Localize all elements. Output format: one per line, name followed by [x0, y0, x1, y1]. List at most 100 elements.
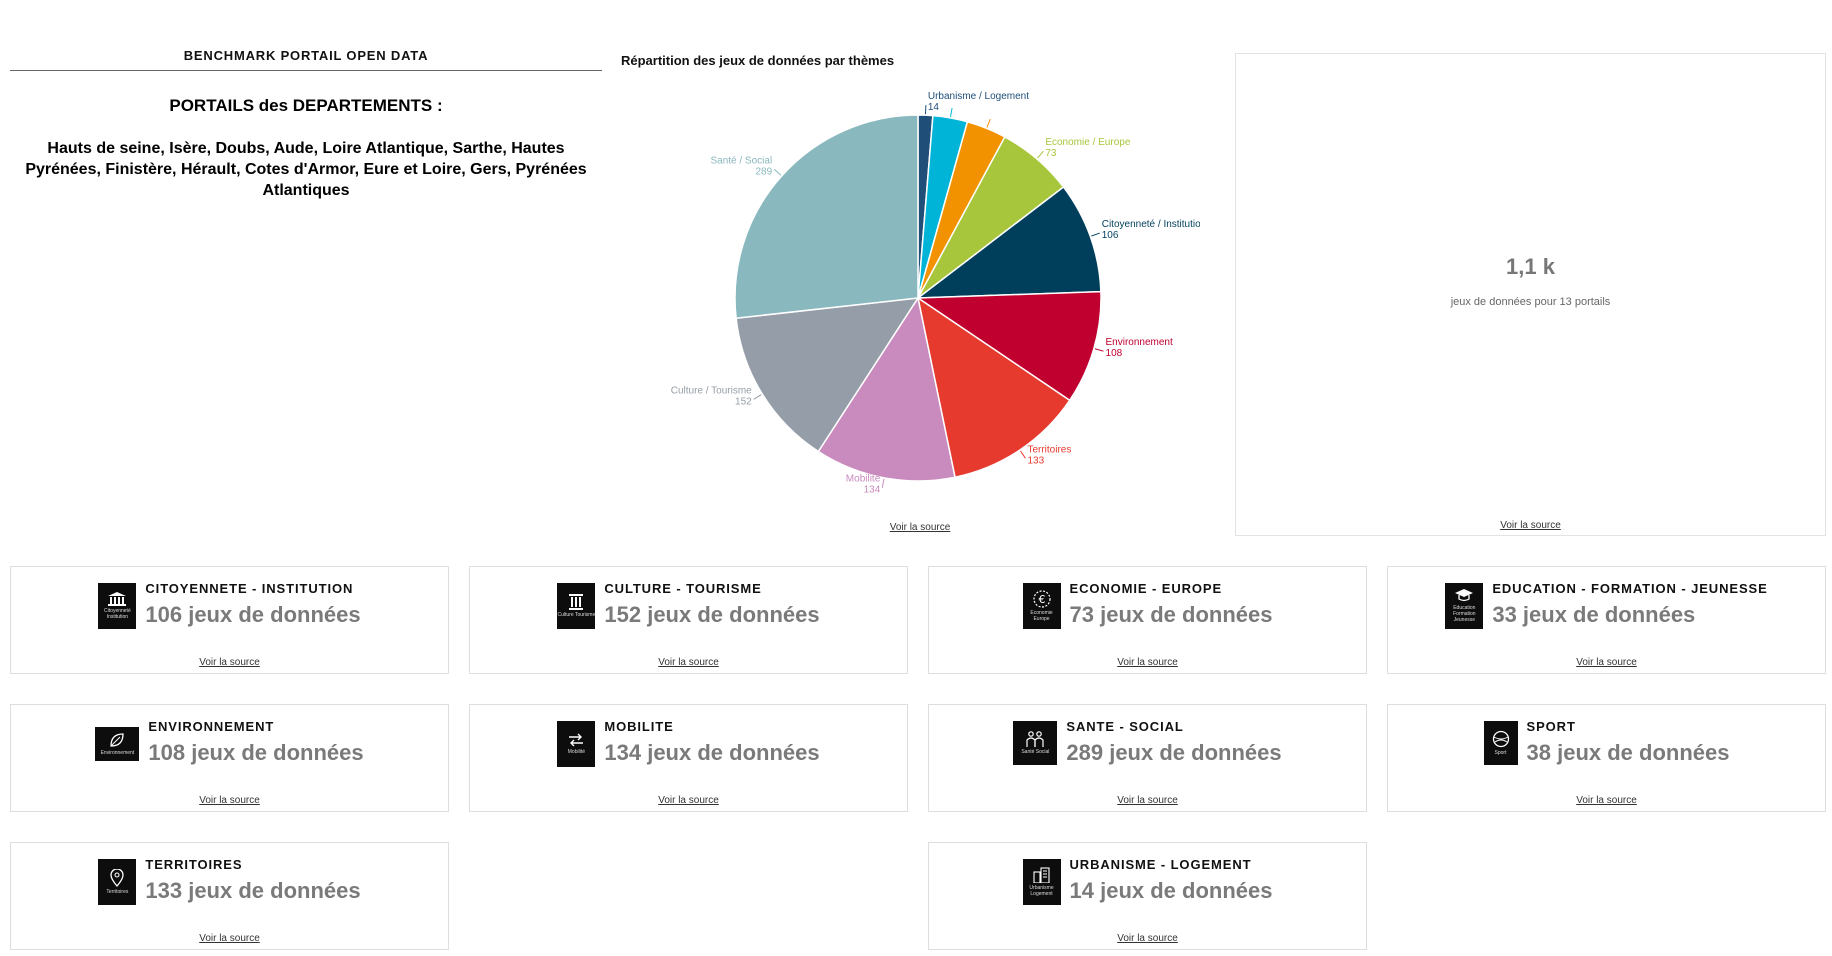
svg-text:€: € [1038, 593, 1045, 606]
card-title: CULTURE - TOURISME [604, 581, 762, 596]
card-count: 289 jeux de données [1066, 740, 1282, 765]
pie-label: Environnement [1106, 337, 1173, 348]
card-count: 108 jeux de données [148, 740, 364, 765]
card-source-link[interactable]: Voir la source [658, 795, 719, 806]
pie-slice [915, 185, 1102, 299]
theme-card-citoyennete: Citoyenneté Institution CITOYENNETE - IN… [10, 566, 449, 674]
total-source-link[interactable]: Voir la source [1500, 520, 1561, 531]
portails-title: PORTAILS des DEPARTEMENTS : [169, 96, 443, 115]
pie-leader-line [773, 168, 782, 176]
card-title: SPORT [1526, 719, 1576, 734]
card-title: SANTE - SOCIAL [1066, 719, 1184, 734]
card-title: TERRITOIRES [145, 857, 243, 872]
theme-card-economie: € Economie Europe ECONOMIE - EUROPE 73 j… [928, 566, 1367, 674]
card-count: 73 jeux de données [1069, 602, 1273, 627]
card-count: 33 jeux de données [1492, 602, 1696, 627]
icon-caption: Mobilité [567, 749, 585, 755]
pie-leader-line [949, 107, 953, 117]
theme-card-sport: Sport SPORT 38 jeux de données Voir la s… [1387, 704, 1826, 812]
pie-label: Urbanisme / Logement [928, 91, 1029, 102]
pie-value-label: 14 [928, 102, 940, 113]
pie-leader-line [1037, 150, 1044, 159]
icon-caption: Citoyenneté Institution [104, 608, 131, 620]
pie-value-label: 152 [735, 396, 752, 407]
pie-leader-line [1094, 348, 1104, 352]
card-title: URBANISME - LOGEMENT [1069, 857, 1252, 872]
pie-slice [817, 296, 956, 482]
card-source-link[interactable]: Voir la source [1576, 795, 1637, 806]
euro-icon: € Economie Europe [1022, 583, 1061, 629]
pie-leader-line [1091, 232, 1100, 237]
theme-card-mobilite: Mobilité MOBILITE 134 jeux de données Vo… [469, 704, 908, 812]
icon-caption: Education Formation Jeunesse [1453, 605, 1476, 623]
benchmark-title: BENCHMARK PORTAIL OPEN DATA [10, 48, 602, 71]
icon-caption: Culture Tourisme [557, 612, 596, 618]
theme-card-culture: Culture Tourisme CULTURE - TOURISME 152 … [469, 566, 908, 674]
pie-leader-line [753, 394, 762, 400]
arrows-icon: Mobilité [557, 721, 596, 767]
graduation-cap-icon: Education Formation Jeunesse [1445, 583, 1484, 629]
pie-label: Santé / Social [710, 155, 772, 166]
card-count: 134 jeux de données [604, 740, 820, 765]
icon-caption: Urbanisme Logement [1029, 885, 1054, 897]
card-title: ECONOMIE - EUROPE [1069, 581, 1223, 596]
pie-slice [735, 297, 920, 453]
total-value: 1,1 k [1506, 254, 1555, 279]
buildings-icon: Urbanisme Logement [1022, 859, 1061, 905]
theme-card-territoires: Territoires TERRITOIRES 133 jeux de donn… [10, 842, 449, 950]
card-count: 152 jeux de données [604, 602, 820, 627]
icon-caption: Santé Social [1021, 749, 1050, 755]
pie-leader-line [1020, 450, 1026, 459]
card-count: 14 jeux de données [1069, 878, 1273, 903]
card-source-link[interactable]: Voir la source [199, 795, 260, 806]
card-source-link[interactable]: Voir la source [1576, 657, 1637, 668]
pie-slice [915, 290, 1102, 402]
card-source-link[interactable]: Voir la source [1117, 657, 1178, 668]
total-label: jeux de données pour 13 portails [1450, 296, 1611, 308]
card-source-link[interactable]: Voir la source [1117, 795, 1178, 806]
icon-caption: Economie Europe [1030, 610, 1053, 622]
theme-card-sante: Santé Social SANTE - SOCIAL 289 jeux de … [928, 704, 1367, 812]
card-title: ENVIRONNEMENT [148, 719, 275, 734]
pie-leader-line [986, 118, 991, 128]
card-title: MOBILITE [604, 719, 674, 734]
card-count: 38 jeux de données [1526, 740, 1730, 765]
card-count: 133 jeux de données [145, 878, 361, 903]
card-source-link[interactable]: Voir la source [199, 933, 260, 944]
pie-label: Citoyenneté / Institution [1102, 219, 1200, 230]
people-icon: Santé Social [1013, 721, 1058, 765]
pie-label: Territoires [1027, 444, 1071, 455]
building-icon: Citoyenneté Institution [98, 583, 137, 629]
pie-label: Economie / Europe [1045, 137, 1130, 148]
pie-chart-title: Répartition des jeux de données par thèm… [621, 53, 895, 68]
map-pin-icon: Territoires [98, 859, 137, 905]
pie-value-label: 289 [756, 166, 773, 177]
pie-label: Culture / Tourisme [671, 385, 752, 396]
column-icon: Culture Tourisme [557, 583, 596, 629]
theme-card-urbanisme: Urbanisme Logement URBANISME - LOGEMENT … [928, 842, 1367, 950]
pie-value-label: 73 [1045, 148, 1057, 159]
pie-source-link[interactable]: Voir la source [889, 522, 951, 533]
pie-value-label: 133 [1027, 455, 1044, 466]
ball-icon: Sport [1483, 721, 1518, 765]
departments-list: Hauts de seine, Isère, Doubs, Aude, Loir… [25, 140, 587, 199]
theme-card-education: Education Formation Jeunesse EDUCATION -… [1387, 566, 1826, 674]
card-source-link[interactable]: Voir la source [1117, 933, 1178, 944]
pie-value-label: 106 [1102, 230, 1119, 241]
card-title: EDUCATION - FORMATION - JEUNESSE [1492, 581, 1768, 596]
theme-card-environnement: Environnement ENVIRONNEMENT 108 jeux de … [10, 704, 449, 812]
icon-caption: Territoires [106, 889, 129, 895]
leaf-icon: Environnement [95, 727, 140, 761]
card-count: 106 jeux de données [145, 602, 361, 627]
card-source-link[interactable]: Voir la source [199, 657, 260, 668]
total-card: 1,1 k jeux de données pour 13 portails V… [1235, 53, 1826, 536]
card-source-link[interactable]: Voir la source [658, 657, 719, 668]
pie-value-label: 134 [864, 485, 881, 496]
pie-label: Mobilité [846, 474, 881, 485]
card-title: CITOYENNETE - INSTITUTION [145, 581, 354, 596]
icon-caption: Environnement [100, 750, 135, 756]
icon-caption: Sport [1494, 750, 1507, 756]
pie-value-label: 108 [1106, 348, 1123, 359]
header-panel: BENCHMARK PORTAIL OPEN DATA PORTAILS des… [10, 48, 602, 201]
